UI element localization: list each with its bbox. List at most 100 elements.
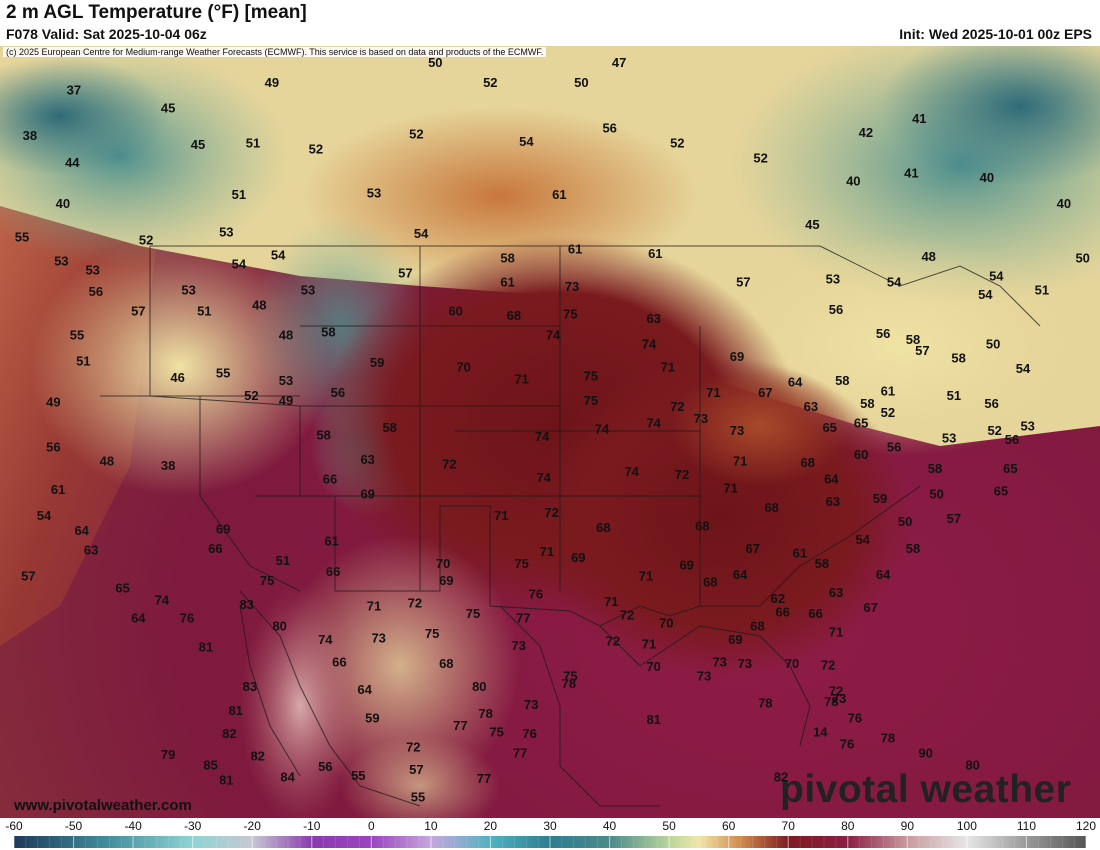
temperature-value: 61: [648, 246, 662, 261]
temperature-value: 75: [584, 369, 598, 384]
temperature-value: 69: [360, 487, 374, 502]
temperature-value: 73: [697, 668, 711, 683]
copyright-notice: (c) 2025 European Centre for Medium-rang…: [3, 47, 547, 57]
temperature-value: 72: [606, 633, 620, 648]
temperature-value: 72: [829, 683, 843, 698]
temperature-value: 52: [309, 142, 323, 157]
temperature-value: 77: [513, 746, 527, 761]
temperature-value: 82: [774, 770, 788, 785]
temperature-value: 58: [906, 541, 920, 556]
temperature-value: 69: [216, 521, 230, 536]
temperature-value: 64: [876, 567, 891, 582]
temperature-value: 53: [54, 254, 68, 269]
temperature-value: 63: [360, 452, 374, 467]
temperature-value: 40: [980, 170, 994, 185]
color-scale-tick-label: 100: [956, 819, 977, 833]
temperature-value: 58: [316, 428, 330, 443]
temperature-value: 75: [260, 573, 274, 588]
forecast-map[interactable]: 37 49 50 52 50 47 38 45 45 51 52 52 54 56 52 52 42 41 44 40…: [0, 46, 1100, 818]
temperature-value: 73: [694, 411, 708, 426]
color-scale-tick-label: 40: [602, 819, 617, 833]
temperature-value: 66: [775, 605, 789, 620]
temperature-value: 57: [409, 762, 423, 777]
temperature-value: 56: [46, 440, 60, 455]
temperature-value: 52: [139, 232, 153, 247]
pivotal-weather-logo: pivotal weather: [780, 768, 1072, 811]
temperature-value: 75: [466, 606, 480, 621]
temperature-value: 72: [675, 467, 689, 482]
temperature-value: 80: [272, 618, 286, 633]
temperature-value: 68: [507, 308, 521, 323]
temperature-value: 58: [906, 332, 920, 347]
temperature-value: 68: [800, 455, 814, 470]
temperature-value: 77: [477, 771, 491, 786]
temperature-value: 66: [332, 655, 346, 670]
temperature-value: 71: [367, 599, 381, 614]
temperature-value: 56: [887, 440, 901, 455]
temperature-value: 51: [1035, 282, 1049, 297]
temperature-value: 53: [181, 282, 195, 297]
color-scale-tick-label: -30: [183, 819, 202, 833]
temperature-value: 57: [131, 303, 145, 318]
temperature-value: 79: [161, 747, 175, 762]
temperature-value: 73: [712, 655, 726, 670]
temperature-value: 54: [519, 134, 534, 149]
temperature-value: 54: [887, 275, 902, 290]
temperature-value: 53: [219, 225, 233, 240]
temperature-value: 72: [442, 456, 456, 471]
temperature-value: 57: [947, 511, 961, 526]
temperature-value: 52: [987, 423, 1001, 438]
color-scale-ticks: -60 -50 -40 -30 -20 -10 0 10 20 30 40 50 60 70 80 90 100…: [0, 818, 1100, 834]
temperature-value: 74: [642, 337, 657, 352]
temperature-value: 74: [624, 464, 639, 479]
temperature-value: 71: [661, 360, 675, 375]
temperature-value: 59: [370, 355, 384, 370]
temperature-value: 50: [428, 55, 442, 70]
temperature-value: 51: [276, 553, 290, 568]
map-title: 2 m AGL Temperature (°F) [mean]: [6, 2, 307, 23]
temperature-value: 49: [265, 75, 279, 90]
temperature-value: 54: [271, 247, 286, 262]
temperature-value: 71: [733, 453, 747, 468]
temperature-value: 71: [723, 481, 737, 496]
temperature-field: [0, 46, 1100, 818]
temperature-value: 70: [659, 615, 673, 630]
color-scale-tick-label: 70: [781, 819, 795, 833]
website-link[interactable]: www.pivotalweather.com: [14, 797, 192, 814]
temperature-value: 50: [1075, 251, 1089, 266]
temperature-value: 76: [848, 711, 862, 726]
temperature-value: 83: [239, 597, 253, 612]
temperature-value: 50: [929, 487, 943, 502]
temperature-value: 44: [65, 155, 80, 170]
temperature-value: 70: [646, 659, 660, 674]
temperature-value: 63: [829, 585, 843, 600]
temperature-value: 67: [863, 600, 877, 615]
temperature-value: 14: [813, 724, 828, 739]
temperature-value: 52: [409, 126, 423, 141]
temperature-value: 71: [540, 544, 554, 559]
temperature-value: 63: [84, 543, 98, 558]
temperature-value: 71: [829, 624, 843, 639]
temperature-value: 67: [745, 541, 759, 556]
temperature-value: 51: [947, 388, 961, 403]
temperature-value: 41: [912, 111, 926, 126]
temperature-value: 52: [244, 388, 258, 403]
temperature-value: 57: [915, 343, 929, 358]
temperature-value: 90: [918, 746, 932, 761]
temperature-value: 78: [562, 676, 576, 691]
temperature-value: 75: [584, 393, 598, 408]
temperature-value: 57: [21, 568, 35, 583]
temperature-value: 72: [620, 608, 634, 623]
temperature-value: 55: [351, 768, 365, 783]
temperature-value: 78: [881, 730, 895, 745]
temperature-value: 66: [326, 564, 340, 579]
temperature-value: 52: [881, 405, 895, 420]
temperature-value: 61: [500, 275, 514, 290]
temperature-value: 60: [854, 447, 868, 462]
color-scale-tick-label: 0: [367, 819, 375, 833]
temperature-value: 70: [785, 656, 799, 671]
init-time: Init: Wed 2025-10-01 00z EPS: [899, 26, 1092, 42]
temperature-value: 48: [921, 249, 935, 264]
temperature-value: 68: [703, 574, 717, 589]
temperature-value: 63: [646, 311, 660, 326]
